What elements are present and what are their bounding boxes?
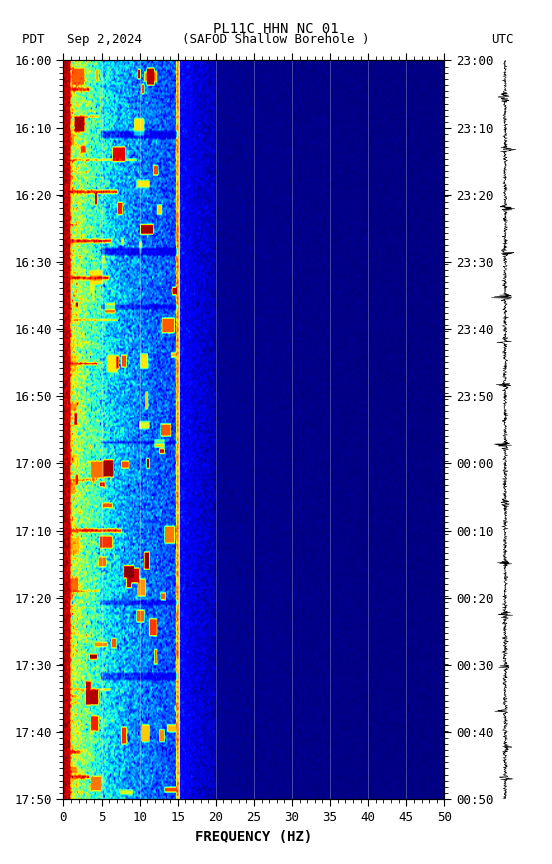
Text: PDT   Sep 2,2024: PDT Sep 2,2024: [22, 33, 142, 46]
Text: (SAFOD Shallow Borehole ): (SAFOD Shallow Borehole ): [182, 33, 370, 46]
X-axis label: FREQUENCY (HZ): FREQUENCY (HZ): [195, 829, 312, 843]
Text: UTC: UTC: [491, 33, 513, 46]
Text: PL11C HHN NC 01: PL11C HHN NC 01: [213, 22, 339, 35]
